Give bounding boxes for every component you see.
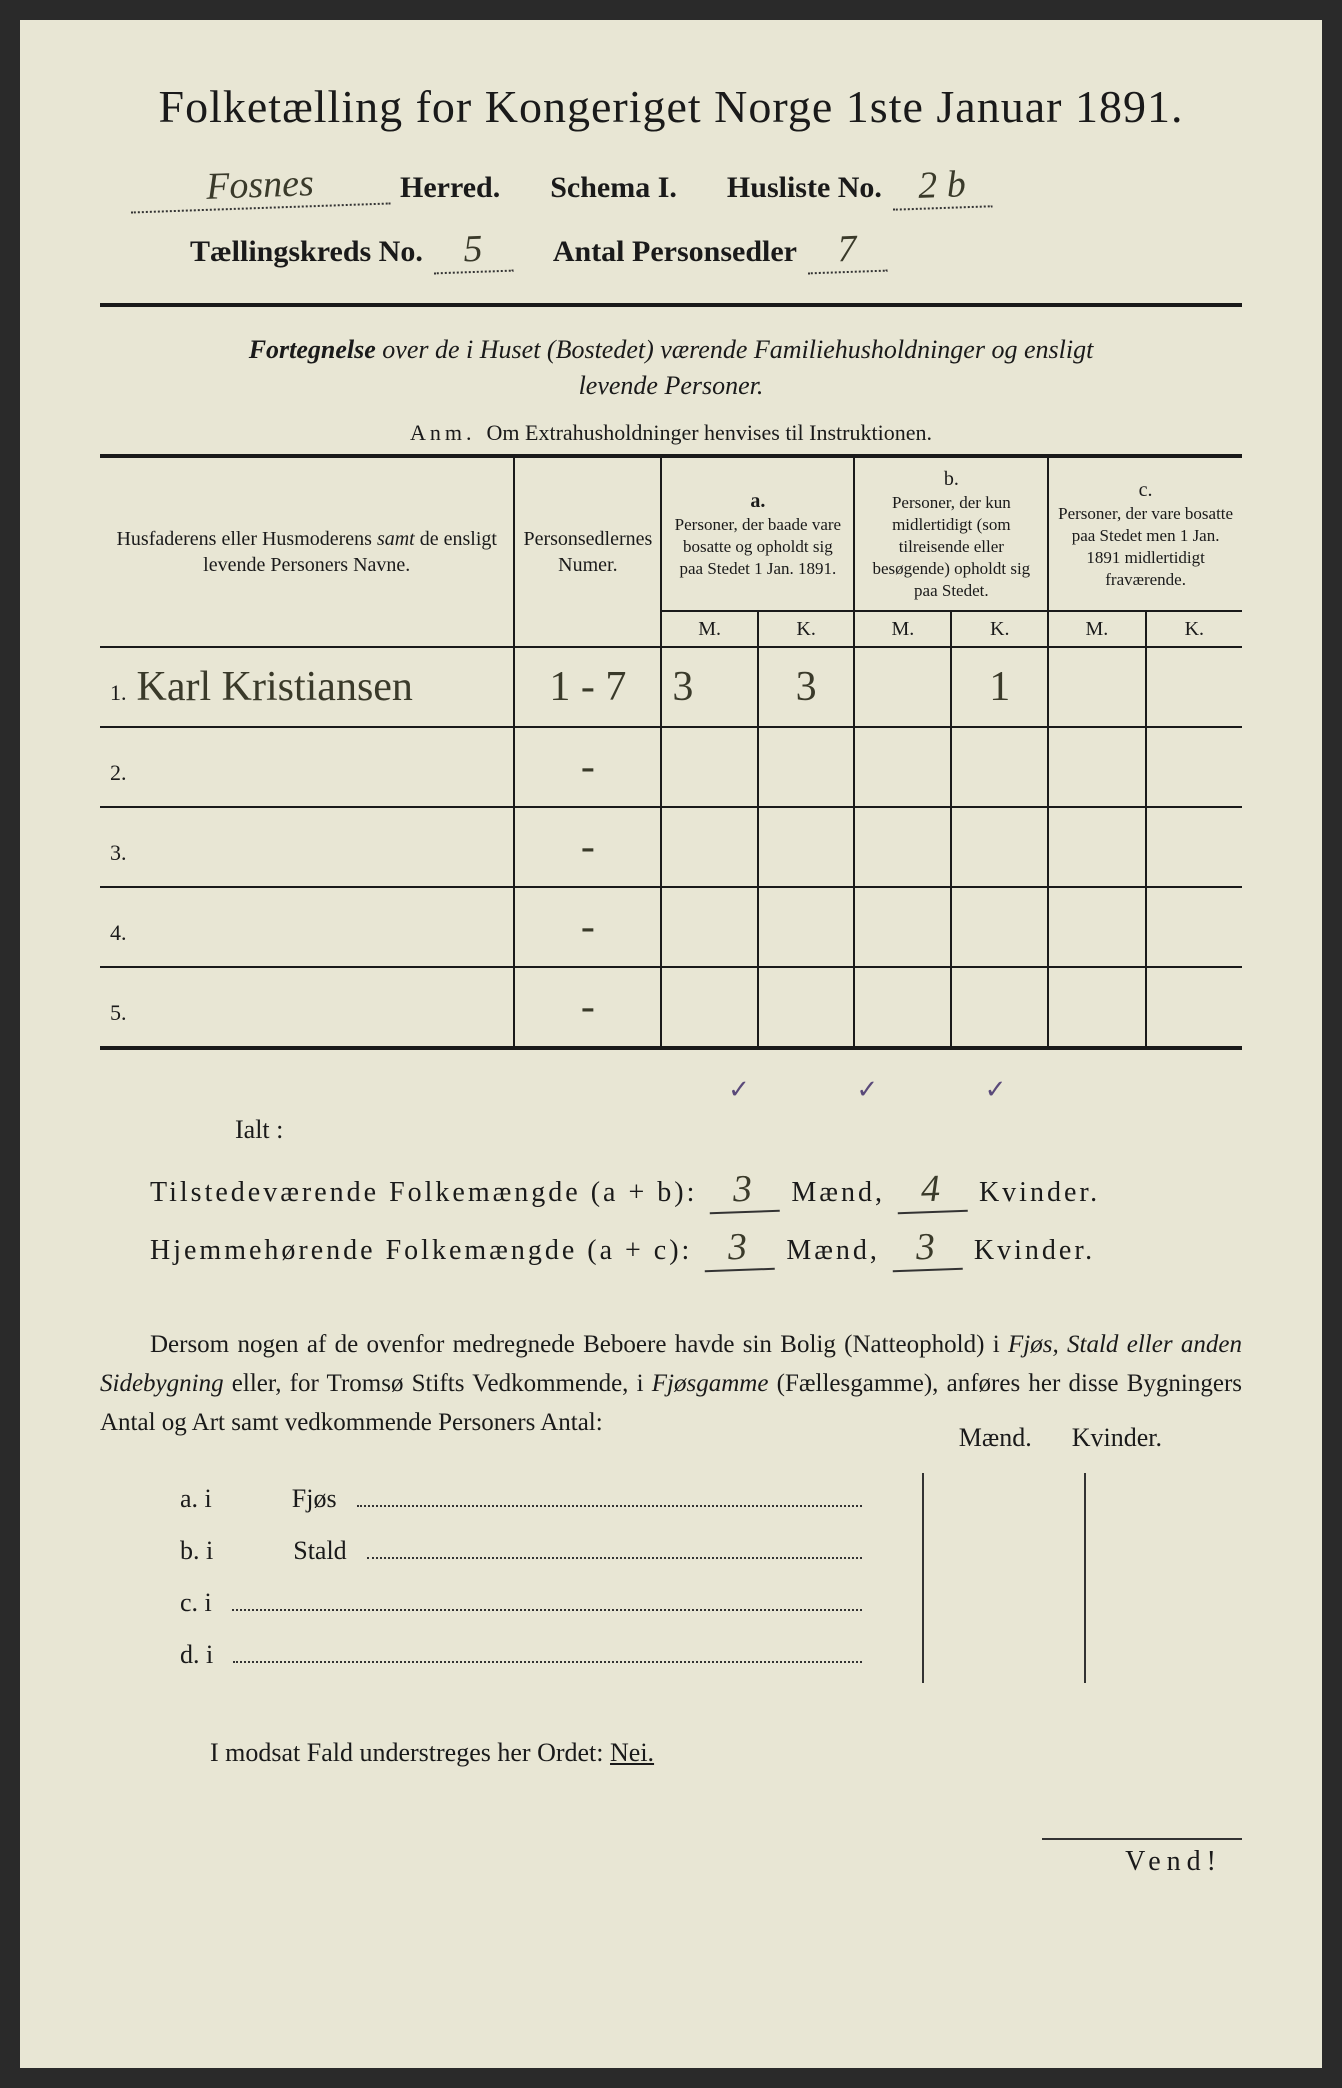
table-row: 3. - bbox=[100, 807, 1242, 887]
summary-line-2: Hjemmehørende Folkemængde (a + c): 3 Mæn… bbox=[100, 1225, 1242, 1271]
nei-word: Nei. bbox=[610, 1738, 654, 1767]
subtitle: Fortegnelse over de i Huset (Bostedet) v… bbox=[100, 332, 1242, 405]
census-table: Husfaderens eller Husmoderens samt de en… bbox=[100, 454, 1242, 1050]
present-men: 3 bbox=[709, 1166, 781, 1214]
table-row: 4. - bbox=[100, 887, 1242, 967]
header-row-2: Tællingskreds No. 5 Antal Personsedler 7 bbox=[100, 227, 1242, 273]
col-a-m: M. bbox=[662, 612, 758, 646]
col-b-header: b. Personer, der kun midlertidigt (som t… bbox=[854, 456, 1048, 611]
page-title: Folketælling for Kongeriget Norge 1ste J… bbox=[100, 80, 1242, 133]
col-c-header: c. Personer, der vare bosatte paa Stedet… bbox=[1048, 456, 1242, 611]
col-a-header: a. Personer, der baade vare bosatte og o… bbox=[661, 456, 854, 611]
herred-label: Herred. bbox=[400, 171, 500, 205]
resident-women: 3 bbox=[891, 1224, 963, 1272]
husliste-value: 2 b bbox=[891, 161, 993, 210]
schema-label: Schema I. bbox=[550, 171, 677, 205]
resident-men: 3 bbox=[704, 1224, 776, 1272]
kvinder-col-label: Kvinder. bbox=[1072, 1423, 1162, 1453]
header-row-1: Fosnes Herred. Schema I. Husliste No. 2 … bbox=[100, 163, 1242, 209]
col-a-k: K. bbox=[758, 612, 854, 646]
row-c: c. i bbox=[180, 1577, 862, 1629]
col-b-m: M. bbox=[855, 612, 951, 646]
tick-marks: ✓ ✓ ✓ bbox=[100, 1075, 1242, 1105]
col-name-header: Husfaderens eller Husmoderens samt de en… bbox=[100, 456, 514, 647]
divider bbox=[100, 303, 1242, 307]
row-stald: b. i Stald bbox=[180, 1525, 862, 1577]
col-b-k: K. bbox=[951, 612, 1047, 646]
tally-divider-2 bbox=[1084, 1473, 1086, 1683]
vend-label: Vend! bbox=[1042, 1838, 1242, 1878]
col-c-m: M. bbox=[1049, 612, 1145, 646]
kreds-value: 5 bbox=[432, 226, 514, 275]
census-form-page: Folketælling for Kongeriget Norge 1ste J… bbox=[20, 20, 1322, 2068]
modsat-line: I modsat Fald understreges her Ordet: Ne… bbox=[100, 1738, 1242, 1768]
kreds-label: Tællingskreds No. bbox=[190, 235, 423, 269]
summary-line-1: Tilstedeværende Folkemængde (a + b): 3 M… bbox=[100, 1167, 1242, 1213]
ialt-label: Ialt : bbox=[100, 1115, 1242, 1145]
antal-label: Antal Personsedler bbox=[553, 235, 797, 269]
table-row: 5. - bbox=[100, 967, 1242, 1048]
outbuilding-section: a. i Fjøs b. i Stald c. i d. i bbox=[100, 1473, 1242, 1683]
row-d: d. i bbox=[180, 1629, 862, 1681]
row-fjos: a. i Fjøs bbox=[180, 1473, 862, 1525]
table-row: 2. - bbox=[100, 727, 1242, 807]
col-c-k: K. bbox=[1146, 612, 1242, 646]
table-row: 1.Karl Kristiansen 1 - 7 3 3 1 bbox=[100, 647, 1242, 727]
maend-col-label: Mænd. bbox=[959, 1423, 1032, 1453]
husliste-label: Husliste No. bbox=[727, 171, 882, 205]
present-women: 4 bbox=[896, 1166, 968, 1214]
herred-value: Fosnes bbox=[129, 158, 390, 213]
anm-note: Anm. Om Extrahusholdninger henvises til … bbox=[100, 420, 1242, 446]
tally-divider-1 bbox=[922, 1473, 924, 1683]
antal-value: 7 bbox=[806, 226, 888, 275]
col-num-header: Personsedlernes Numer. bbox=[514, 456, 661, 647]
